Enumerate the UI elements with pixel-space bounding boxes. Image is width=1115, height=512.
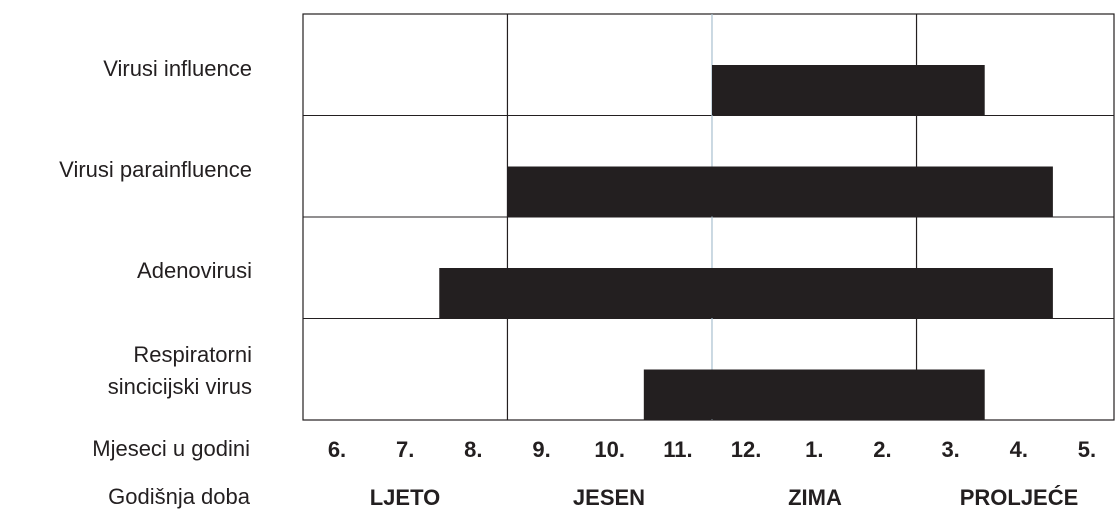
row-label: Virusi parainfluence bbox=[59, 157, 252, 182]
season-label: JESEN bbox=[573, 485, 645, 510]
month-tick: 4. bbox=[1010, 437, 1028, 462]
bars bbox=[439, 65, 1053, 420]
row-label: Virusi influence bbox=[103, 56, 252, 81]
month-tick: 10. bbox=[594, 437, 625, 462]
row-label: Adenovirusi bbox=[137, 258, 252, 283]
month-tick: 7. bbox=[396, 437, 414, 462]
row-label: sincicijski virus bbox=[108, 374, 252, 399]
range-bar bbox=[643, 369, 985, 420]
month-tick: 8. bbox=[464, 437, 482, 462]
month-tick: 9. bbox=[532, 437, 550, 462]
month-tick: 2. bbox=[873, 437, 891, 462]
month-tick: 12. bbox=[731, 437, 762, 462]
month-tick: 3. bbox=[941, 437, 959, 462]
chart-grid bbox=[302, 13, 1115, 421]
season-axis-label: Godišnja doba bbox=[108, 484, 251, 509]
month-tick: 1. bbox=[805, 437, 823, 462]
season-label: PROLJEĆE bbox=[960, 485, 1079, 510]
range-bar bbox=[711, 65, 985, 115]
month-axis-label: Mjeseci u godini bbox=[92, 436, 250, 461]
season-label: ZIMA bbox=[788, 485, 842, 510]
season-label: LJETO bbox=[370, 485, 441, 510]
range-bar bbox=[439, 268, 1053, 318]
row-label: Respiratorni bbox=[133, 342, 252, 367]
month-tick: 5. bbox=[1078, 437, 1096, 462]
month-tick: 11. bbox=[663, 437, 692, 462]
row-labels: Virusi influence Virusi parainfluence Aden… bbox=[59, 56, 252, 399]
season-labels: LJETO JESEN ZIMA PROLJEĆE bbox=[370, 485, 1079, 510]
month-ticks: 6. 7. 8. 9. 10. 11. 12. 1. 2. 3. 4. 5. bbox=[328, 437, 1096, 462]
range-bar bbox=[507, 166, 1053, 217]
month-tick: 6. bbox=[328, 437, 346, 462]
